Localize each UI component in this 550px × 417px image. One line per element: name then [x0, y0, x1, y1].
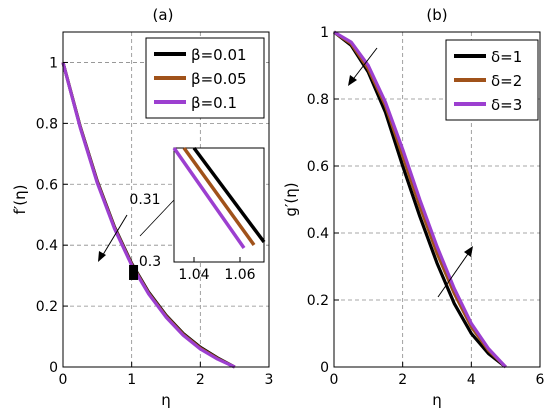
y-tick-label: 0.2 [36, 299, 58, 315]
arrow-head [464, 246, 473, 257]
y-tick-label: 0.4 [36, 238, 58, 254]
series-line-3 [333, 30, 507, 369]
x-tick-label: 0 [330, 372, 339, 388]
inset-x-tick-label: 1.06 [224, 267, 255, 283]
x-axis-label: η [161, 391, 171, 409]
inset-x-tick-label: 1.04 [178, 267, 209, 283]
legend-label: β=0.05 [191, 70, 247, 88]
legend-label: δ=3 [491, 96, 522, 114]
arrow-head [98, 251, 106, 262]
y-axis-label: f′(η) [11, 185, 29, 215]
x-tick-label: 3 [265, 372, 274, 388]
arrow-shaft [437, 250, 471, 298]
x-tick-label: 6 [536, 372, 545, 388]
panel-b-plot: 0 2 4 6 0 0.2 0.4 0.6 0.8 1 η g′(η) δ=1 δ=2 δ=3 [282, 25, 545, 409]
y-tick-label: 1 [320, 25, 329, 41]
y-tick-label: 0.6 [36, 177, 58, 193]
arrow-head [348, 75, 357, 86]
inset-connector [139, 199, 175, 237]
axes-frame [62, 31, 270, 368]
annotation-label: 0.3 [139, 254, 161, 270]
y-tick-label: 0.8 [36, 116, 58, 132]
x-tick-label: 4 [467, 372, 476, 388]
legend-label: β=0.01 [191, 46, 247, 64]
y-axis-label: g′(η) [282, 182, 300, 216]
legend-label: δ=1 [491, 48, 522, 66]
arrow-shaft [350, 47, 378, 83]
annotation-label: 0.31 [129, 192, 160, 208]
legend-label: β=0.1 [191, 94, 237, 112]
x-tick-label: 2 [196, 372, 205, 388]
y-tick-label: 0.8 [307, 92, 329, 108]
zoom-marker [129, 264, 139, 280]
y-tick-label: 1 [49, 55, 58, 71]
x-tick-label: 0 [59, 372, 68, 388]
legend-label: δ=2 [491, 72, 522, 90]
x-tick-label: 2 [398, 372, 407, 388]
inset-series-line [192, 146, 266, 244]
y-tick-label: 0.2 [307, 293, 329, 309]
y-tick-label: 0.6 [307, 159, 329, 175]
y-tick-label: 0.4 [307, 226, 329, 242]
axes-frame [333, 31, 541, 368]
inset-series-line [182, 146, 256, 247]
panel-a-plot: 0 1 2 3 0 0.2 0.4 0.6 0.8 1 η f′(η) β=0.01 β=0.05 β=0.… [11, 31, 274, 409]
x-tick-label: 1 [127, 372, 136, 388]
y-tick-label: 0 [320, 360, 329, 376]
x-axis-label: η [432, 391, 442, 409]
inset-series-line [172, 146, 246, 250]
panel-a-title: (a) [153, 6, 174, 24]
arrow-shaft [100, 214, 128, 259]
series-line-3 [61, 62, 236, 369]
y-tick-label: 0 [49, 360, 58, 376]
panel-b-title: (b) [426, 6, 447, 24]
